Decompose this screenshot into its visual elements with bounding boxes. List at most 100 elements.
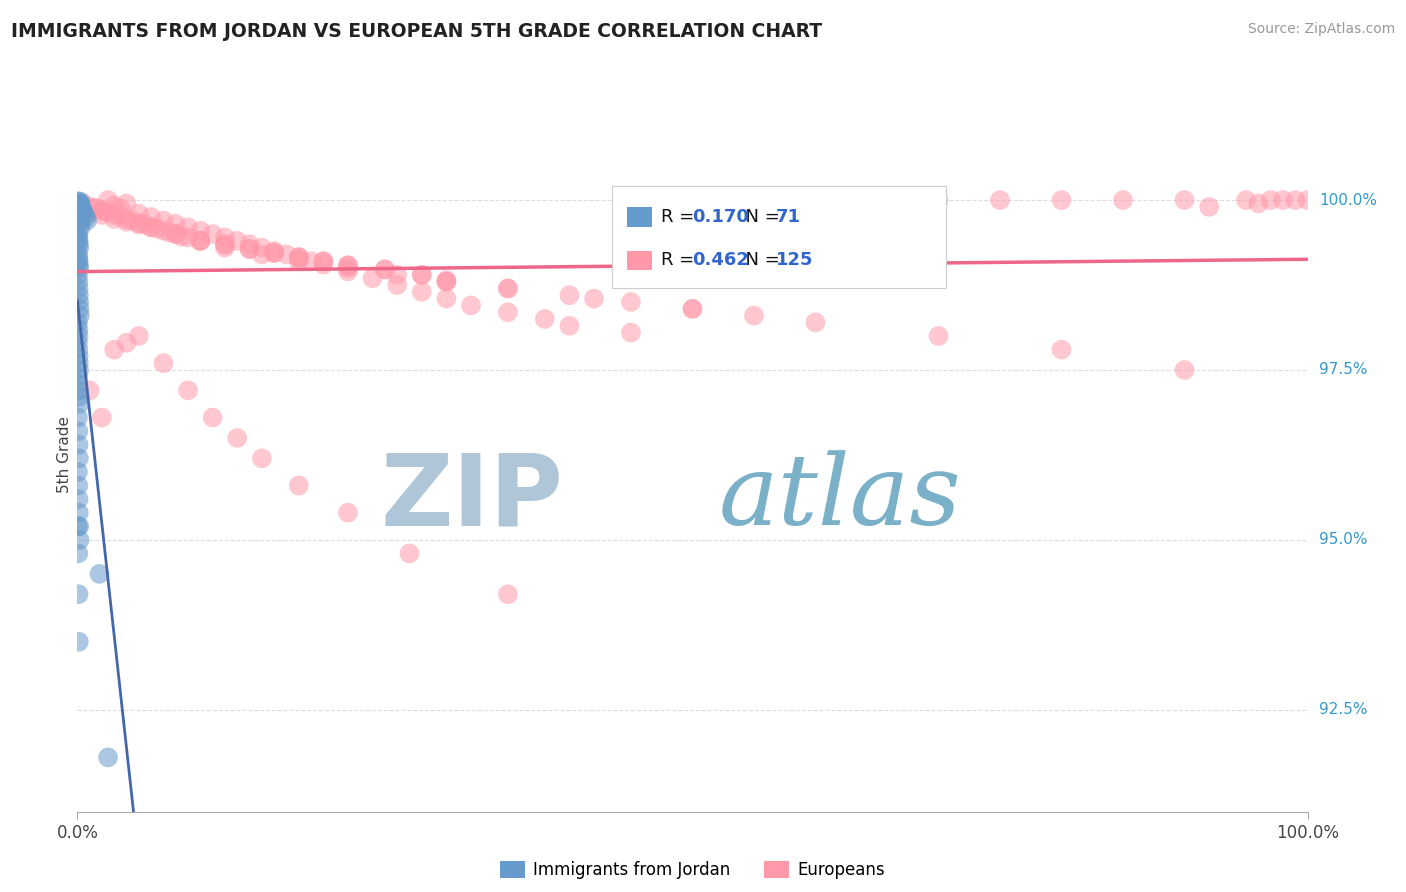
Point: [89, 566, 111, 581]
Point: [1272, 193, 1295, 207]
Point: [682, 301, 704, 316]
Point: [67, 519, 90, 533]
Point: [201, 410, 224, 425]
Point: [69, 301, 91, 316]
Point: [84, 201, 107, 215]
Point: [79, 200, 101, 214]
Point: [67, 478, 90, 492]
Point: [496, 305, 519, 319]
Point: [1112, 193, 1135, 207]
Point: [70, 203, 93, 218]
Point: [337, 258, 360, 272]
Point: [558, 288, 581, 302]
Point: [66, 268, 89, 282]
Point: [263, 244, 285, 258]
Point: [1174, 363, 1197, 377]
Point: [66, 315, 89, 329]
Point: [159, 226, 181, 240]
Point: [67, 295, 90, 310]
Point: [385, 268, 409, 282]
Point: [121, 213, 143, 227]
Point: [115, 196, 138, 211]
Point: [67, 196, 90, 211]
Text: ZIP: ZIP: [381, 450, 564, 546]
Point: [263, 246, 285, 260]
Point: [67, 237, 90, 252]
Point: [742, 213, 765, 227]
Point: [250, 247, 273, 261]
Point: [67, 451, 90, 466]
Point: [66, 369, 89, 384]
Point: [1174, 193, 1197, 207]
Point: [398, 546, 420, 560]
Point: [214, 230, 236, 244]
Point: [67, 329, 90, 343]
Point: [804, 315, 827, 329]
Point: [69, 309, 91, 323]
Point: [67, 251, 90, 265]
Point: [288, 250, 311, 264]
Point: [67, 384, 90, 398]
Point: [1234, 193, 1257, 207]
Text: 92.5%: 92.5%: [1319, 702, 1367, 717]
Point: [67, 343, 90, 357]
Point: [67, 587, 90, 601]
Point: [436, 273, 458, 287]
Point: [1198, 200, 1220, 214]
Point: [436, 292, 458, 306]
Point: [66, 194, 89, 209]
Point: [79, 384, 101, 398]
Point: [66, 247, 89, 261]
Point: [146, 221, 169, 235]
Point: [411, 268, 433, 282]
Point: [558, 318, 581, 333]
Point: [67, 635, 90, 649]
Point: [97, 205, 120, 219]
Point: [312, 258, 335, 272]
Point: [69, 213, 91, 227]
Point: [67, 198, 90, 212]
Point: [742, 309, 765, 323]
Point: [337, 258, 360, 272]
Point: [374, 262, 396, 277]
Point: [128, 207, 150, 221]
Point: [76, 213, 98, 227]
Point: [141, 220, 163, 235]
Point: [177, 230, 200, 244]
Point: [67, 376, 90, 391]
Point: [67, 546, 90, 560]
Point: [226, 234, 249, 248]
Text: IMMIGRANTS FROM JORDAN VS EUROPEAN 5TH GRADE CORRELATION CHART: IMMIGRANTS FROM JORDAN VS EUROPEAN 5TH G…: [11, 22, 823, 41]
Point: [583, 292, 606, 306]
Point: [128, 216, 150, 230]
Point: [1260, 193, 1282, 207]
Point: [866, 200, 889, 214]
Point: [66, 203, 89, 218]
Point: [67, 397, 90, 411]
Point: [69, 533, 91, 547]
Point: [67, 241, 90, 255]
Point: [496, 281, 519, 295]
Point: [1050, 193, 1073, 207]
Text: N =: N =: [734, 252, 786, 269]
Point: [928, 193, 950, 207]
Point: [620, 295, 643, 310]
Point: [115, 215, 138, 229]
Point: [90, 208, 114, 222]
Text: Source: ZipAtlas.com: Source: ZipAtlas.com: [1247, 22, 1395, 37]
Point: [152, 224, 174, 238]
Point: [988, 193, 1011, 207]
Point: [128, 218, 150, 232]
Point: [66, 227, 89, 241]
Point: [90, 203, 114, 218]
Text: atlas: atlas: [718, 450, 962, 545]
Point: [103, 198, 125, 212]
Point: [69, 210, 91, 224]
Point: [70, 198, 93, 212]
Point: [288, 250, 311, 264]
Point: [177, 220, 200, 235]
Point: [361, 271, 384, 285]
Point: [1284, 193, 1306, 207]
Point: [110, 201, 132, 215]
Point: [1050, 343, 1073, 357]
